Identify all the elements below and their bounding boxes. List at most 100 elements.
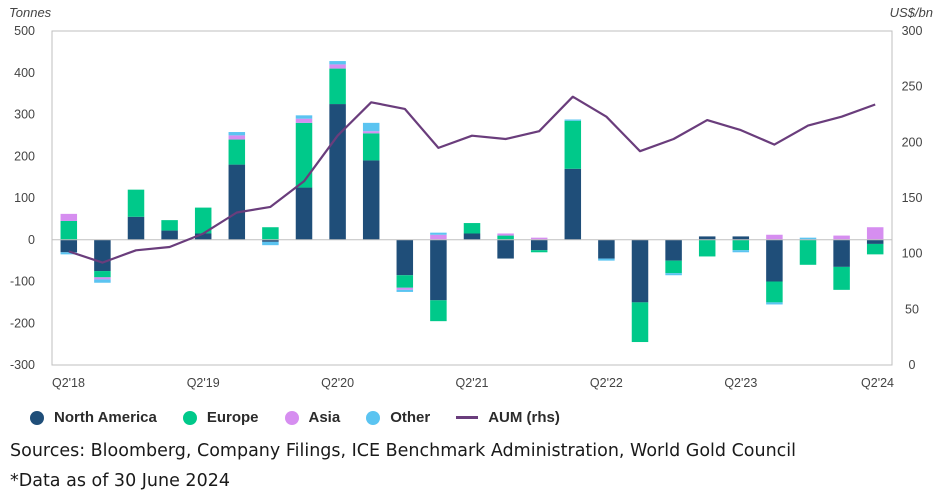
sources-note: Sources: Bloomberg, Company Filings, ICE… bbox=[10, 441, 797, 461]
bar-north-america bbox=[598, 239, 615, 259]
bar-europe bbox=[94, 271, 111, 278]
bar-other bbox=[396, 289, 414, 292]
bar-europe bbox=[228, 139, 246, 165]
right-tick-label: 300 bbox=[902, 24, 923, 38]
bar-europe bbox=[530, 250, 548, 253]
bar-north-america bbox=[463, 233, 481, 240]
legend-swatch-europe bbox=[182, 410, 197, 425]
bar-europe bbox=[430, 300, 447, 322]
bars bbox=[60, 61, 884, 343]
bar-north-america bbox=[497, 239, 514, 259]
bar-north-america bbox=[161, 230, 178, 240]
bar-asia bbox=[866, 227, 884, 240]
bar-europe bbox=[497, 235, 514, 240]
bar-asia bbox=[430, 234, 447, 240]
legend-item-asia: Asia bbox=[284, 409, 340, 426]
bar-europe bbox=[396, 275, 414, 288]
x-tick-label: Q2'20 bbox=[321, 376, 354, 390]
bar-asia bbox=[530, 237, 548, 240]
bar-europe bbox=[665, 260, 682, 274]
legend-label-europe: Europe bbox=[206, 409, 259, 426]
bar-europe bbox=[161, 220, 178, 231]
left-axis-unit: Tonnes bbox=[9, 5, 52, 20]
bar-asia bbox=[362, 131, 380, 134]
bar-north-america bbox=[396, 239, 414, 276]
bar-europe bbox=[564, 120, 582, 169]
bar-europe bbox=[866, 243, 884, 255]
legend-item-aum: AUM (rhs) bbox=[456, 409, 560, 426]
bar-north-america bbox=[228, 164, 246, 240]
legend-swatch-asia bbox=[284, 410, 299, 425]
bar-north-america bbox=[631, 239, 649, 303]
data-date-note: *Data as of 30 June 2024 bbox=[10, 471, 230, 491]
bar-other bbox=[362, 122, 380, 132]
bar-europe bbox=[766, 281, 783, 303]
x-tick-label: Q2'18 bbox=[52, 376, 85, 390]
right-tick-label: 150 bbox=[902, 191, 923, 205]
bar-other bbox=[799, 237, 817, 240]
bar-europe bbox=[329, 68, 346, 105]
bar-north-america bbox=[530, 239, 548, 251]
bar-other bbox=[262, 241, 279, 246]
bar-north-america bbox=[94, 239, 111, 272]
x-tick-label: Q2'22 bbox=[590, 376, 623, 390]
bar-north-america bbox=[665, 239, 682, 261]
bar-europe bbox=[631, 302, 649, 343]
bar-other bbox=[564, 119, 582, 121]
bar-other bbox=[732, 250, 750, 253]
legend: North America Europe Asia Other AUM (rhs… bbox=[30, 409, 586, 426]
right-tick-label: 250 bbox=[902, 80, 923, 94]
bar-north-america bbox=[732, 236, 750, 240]
bar-north-america bbox=[362, 160, 380, 240]
bar-north-america bbox=[833, 239, 850, 267]
x-tick-label: Q2'21 bbox=[456, 376, 489, 390]
bar-other bbox=[598, 258, 615, 261]
bar-asia bbox=[94, 277, 111, 280]
aum-line bbox=[68, 95, 876, 264]
bar-asia bbox=[497, 233, 514, 236]
legend-label-other: Other bbox=[390, 409, 431, 426]
left-tick-label: 400 bbox=[14, 66, 35, 80]
bar-other bbox=[94, 279, 111, 283]
bar-north-america bbox=[866, 239, 884, 244]
x-tick-label: Q2'19 bbox=[187, 376, 220, 390]
legend-label-aum: AUM (rhs) bbox=[488, 409, 560, 426]
x-axis: Q2'18 Q2'19 Q2'20 Q2'21 Q2'22 Q2'23 Q2'24 bbox=[52, 376, 894, 390]
left-tick-label: -300 bbox=[10, 358, 35, 372]
right-tick-label: 50 bbox=[905, 302, 919, 316]
bar-north-america bbox=[194, 233, 212, 240]
bar-north-america bbox=[430, 239, 447, 301]
bar-north-america bbox=[564, 168, 582, 240]
right-axis-unit: US$/bn bbox=[890, 5, 933, 20]
legend-item-other: Other bbox=[366, 409, 430, 426]
x-tick-label: Q2'24 bbox=[861, 376, 894, 390]
bar-asia bbox=[228, 135, 246, 140]
left-tick-label: 0 bbox=[28, 233, 35, 247]
legend-swatch-aum bbox=[456, 416, 479, 419]
bar-europe bbox=[362, 133, 380, 161]
left-tick-label: 500 bbox=[14, 24, 35, 38]
left-axis: 500 400 300 200 100 0 -100 -200 -300 bbox=[10, 24, 35, 372]
bar-north-america bbox=[329, 104, 346, 240]
bar-europe bbox=[698, 239, 716, 257]
legend-label-north-america: North America bbox=[54, 409, 157, 426]
bar-other bbox=[766, 302, 783, 305]
bar-north-america bbox=[766, 239, 783, 282]
bar-europe bbox=[194, 207, 212, 234]
right-tick-label: 200 bbox=[902, 135, 923, 149]
bar-europe bbox=[799, 239, 817, 265]
bar-other bbox=[228, 132, 246, 136]
bar-asia bbox=[766, 234, 783, 240]
bar-other bbox=[295, 115, 313, 119]
bar-north-america bbox=[60, 239, 78, 253]
bar-europe bbox=[60, 220, 78, 240]
bar-asia bbox=[60, 213, 78, 221]
left-tick-label: 300 bbox=[14, 108, 35, 122]
bar-north-america bbox=[698, 236, 716, 240]
bar-other bbox=[329, 61, 346, 65]
bar-europe bbox=[833, 266, 850, 290]
x-tick-label: Q2'23 bbox=[724, 376, 757, 390]
bar-asia bbox=[295, 118, 313, 123]
left-tick-label: -100 bbox=[10, 275, 35, 289]
bar-europe bbox=[732, 239, 750, 251]
